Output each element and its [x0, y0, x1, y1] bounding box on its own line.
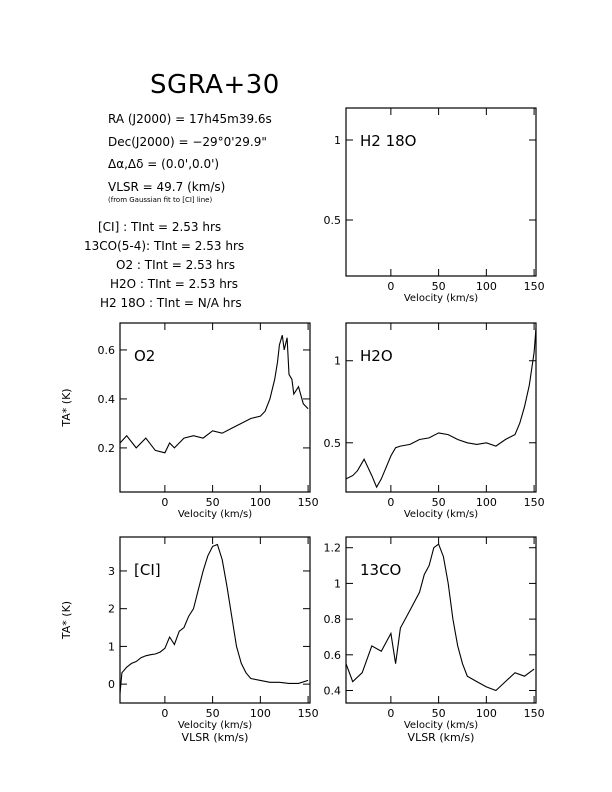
x-axis-label-vlsr: VLSR (km/s) — [182, 731, 249, 744]
plot-frame — [345, 322, 537, 493]
x-tick-label: 50 — [432, 280, 446, 293]
x-tick-label: 50 — [206, 496, 220, 509]
x-tick-label: 150 — [524, 496, 545, 509]
tint-h218o: H2 18O : TInt = N/A hrs — [100, 296, 242, 310]
y-tick-label: 1 — [334, 355, 341, 368]
panel-line-label: O2 — [134, 347, 155, 365]
x-axis-label-vlsr: VLSR (km/s) — [408, 731, 475, 744]
y-tick-label: 0.6 — [324, 649, 342, 662]
plot-frame — [119, 536, 311, 704]
plot-frame — [119, 322, 311, 493]
x-axis-label: Velocity (km/s) — [404, 720, 478, 731]
y-tick-label: 1 — [334, 577, 341, 590]
y-tick-label: 3 — [108, 565, 115, 578]
x-tick-label: 100 — [250, 496, 271, 509]
y-tick-label: 0.4 — [324, 685, 342, 698]
spectrum-line — [345, 543, 535, 692]
x-tick-label: 50 — [206, 707, 220, 720]
x-tick-label: 150 — [298, 496, 319, 509]
x-axis-label: Velocity (km/s) — [178, 720, 252, 731]
x-axis-label: Velocity (km/s) — [404, 509, 478, 520]
y-tick-label: 1 — [108, 640, 115, 653]
spectrum-line — [119, 335, 309, 454]
y-axis-label: TA* (K) — [60, 601, 73, 640]
x-tick-label: 100 — [476, 280, 497, 293]
tint-h2o: H2O : TInt = 2.53 hrs — [110, 277, 238, 291]
tint-13co: 13CO(5-4): TInt = 2.53 hrs — [84, 239, 245, 253]
y-tick-label: 0.4 — [98, 393, 116, 406]
x-axis-label: Velocity (km/s) — [178, 509, 252, 520]
panel-line-label: H2O — [360, 347, 393, 365]
y-tick-label: 0 — [108, 678, 115, 691]
x-tick-label: 150 — [298, 707, 319, 720]
y-axis-label: TA* (K) — [60, 388, 73, 427]
x-tick-label: 100 — [476, 707, 497, 720]
vlsr-note: (from Gaussian fit to [CI] line) — [108, 196, 213, 204]
x-tick-label: 0 — [161, 707, 168, 720]
y-tick-label: 0.5 — [324, 214, 342, 227]
panel-line-label: H2 18O — [360, 132, 416, 150]
y-tick-label: 1.2 — [324, 542, 342, 555]
y-tick-label: 1 — [334, 134, 341, 147]
plot-frame — [345, 107, 537, 277]
y-tick-label: 0.6 — [98, 344, 116, 357]
x-tick-label: 50 — [432, 707, 446, 720]
y-tick-label: 0.5 — [324, 437, 342, 450]
x-tick-label: 150 — [524, 707, 545, 720]
offset-text: Δα,Δδ = (0.0',0.0') — [108, 157, 220, 171]
y-tick-label: 2 — [108, 603, 115, 616]
x-tick-label: 100 — [250, 707, 271, 720]
x-tick-label: 100 — [476, 496, 497, 509]
source-title: SGRA+30 — [150, 70, 280, 100]
ra-text: RA (J2000) = 17h45m39.6s — [108, 112, 272, 126]
plot-frame — [345, 536, 537, 704]
x-tick-label: 0 — [161, 496, 168, 509]
y-tick-label: 0.2 — [98, 442, 116, 455]
x-tick-label: 0 — [387, 496, 394, 509]
x-tick-label: 0 — [387, 707, 394, 720]
spectrum-line — [119, 543, 309, 694]
dec-text: Dec(J2000) = −29°0'29.9" — [108, 135, 267, 149]
x-tick-label: 50 — [432, 496, 446, 509]
x-tick-label: 0 — [387, 280, 394, 293]
tint-ci: [CI] : TInt = 2.53 hrs — [98, 220, 222, 234]
x-tick-label: 150 — [524, 280, 545, 293]
tint-o2: O2 : TInt = 2.53 hrs — [116, 258, 235, 272]
y-tick-label: 0.8 — [324, 613, 342, 626]
x-axis-label: Velocity (km/s) — [404, 293, 478, 304]
panel-line-label: [CI] — [134, 561, 161, 579]
vlsr-text: VLSR = 49.7 (km/s) — [108, 180, 226, 194]
panel-line-label: 13CO — [360, 561, 401, 579]
spectrum-line — [345, 327, 537, 489]
